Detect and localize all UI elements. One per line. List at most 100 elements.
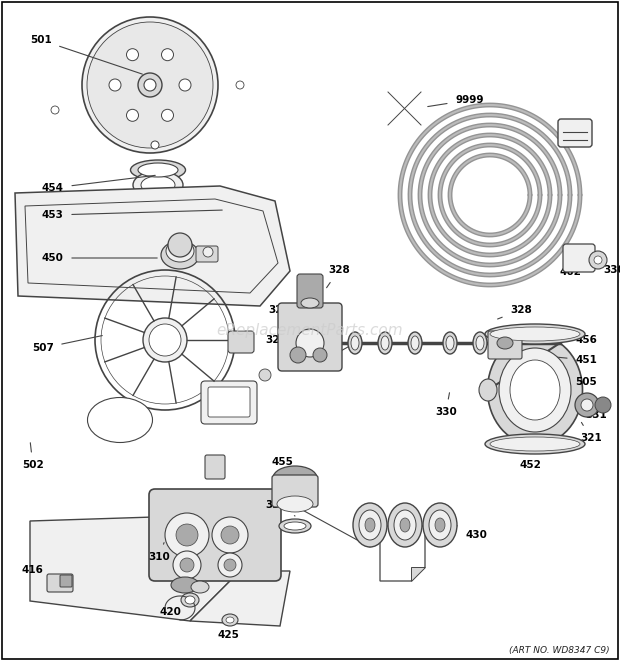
Ellipse shape: [388, 503, 422, 547]
Text: 321: 321: [501, 327, 542, 337]
Ellipse shape: [222, 614, 238, 626]
Polygon shape: [380, 526, 425, 581]
Text: 450: 450: [42, 253, 157, 263]
Ellipse shape: [490, 327, 580, 341]
Text: 321: 321: [580, 422, 602, 443]
Ellipse shape: [394, 510, 416, 540]
Text: 452: 452: [520, 447, 542, 470]
Text: 323: 323: [265, 335, 295, 345]
Ellipse shape: [138, 163, 178, 177]
Text: (ART NO. WD8347 C9): (ART NO. WD8347 C9): [510, 646, 610, 655]
Text: 462: 462: [560, 251, 582, 277]
Ellipse shape: [359, 510, 381, 540]
Circle shape: [173, 551, 201, 579]
Ellipse shape: [411, 336, 419, 350]
Circle shape: [296, 329, 324, 357]
Circle shape: [180, 558, 194, 572]
FancyBboxPatch shape: [47, 574, 73, 592]
Circle shape: [224, 559, 236, 571]
Ellipse shape: [348, 332, 362, 354]
Ellipse shape: [487, 335, 583, 445]
Circle shape: [168, 233, 192, 257]
Ellipse shape: [400, 518, 410, 532]
Text: 328: 328: [327, 265, 350, 288]
Ellipse shape: [381, 336, 389, 350]
FancyBboxPatch shape: [297, 274, 323, 308]
Text: eReplacementParts.com: eReplacementParts.com: [216, 323, 404, 338]
Text: 330: 330: [305, 344, 353, 370]
Polygon shape: [30, 516, 240, 621]
Ellipse shape: [181, 593, 199, 607]
Text: 505: 505: [542, 377, 596, 387]
FancyBboxPatch shape: [149, 489, 281, 581]
Ellipse shape: [378, 332, 392, 354]
Circle shape: [109, 79, 121, 91]
Circle shape: [218, 553, 242, 577]
FancyBboxPatch shape: [563, 244, 595, 272]
Circle shape: [589, 251, 607, 269]
Circle shape: [179, 79, 191, 91]
Text: 420: 420: [160, 600, 186, 617]
Ellipse shape: [185, 596, 195, 604]
Circle shape: [161, 109, 174, 122]
Circle shape: [149, 324, 181, 356]
Circle shape: [236, 81, 244, 89]
Circle shape: [51, 106, 59, 114]
Text: 330: 330: [435, 393, 457, 417]
FancyBboxPatch shape: [205, 455, 225, 479]
Ellipse shape: [429, 510, 451, 540]
Text: 453: 453: [42, 210, 222, 220]
Circle shape: [165, 513, 209, 557]
Ellipse shape: [479, 379, 497, 401]
Ellipse shape: [87, 397, 153, 442]
FancyBboxPatch shape: [196, 246, 218, 262]
Ellipse shape: [423, 503, 457, 547]
Ellipse shape: [133, 171, 183, 199]
Ellipse shape: [408, 332, 422, 354]
Ellipse shape: [351, 336, 359, 350]
Circle shape: [212, 517, 248, 553]
Circle shape: [151, 141, 159, 149]
Text: 502: 502: [22, 443, 44, 470]
Ellipse shape: [443, 332, 457, 354]
Circle shape: [126, 49, 138, 61]
Ellipse shape: [435, 518, 445, 532]
Text: 332: 332: [265, 500, 295, 516]
Ellipse shape: [476, 336, 484, 350]
Circle shape: [581, 399, 593, 411]
Text: 430: 430: [438, 516, 487, 540]
Circle shape: [126, 109, 138, 122]
Ellipse shape: [497, 337, 513, 349]
Ellipse shape: [277, 496, 313, 512]
Circle shape: [313, 348, 327, 362]
FancyBboxPatch shape: [201, 381, 257, 424]
Polygon shape: [411, 567, 425, 581]
Ellipse shape: [490, 437, 580, 451]
Text: 455: 455: [272, 457, 294, 476]
Circle shape: [259, 369, 271, 381]
Ellipse shape: [499, 348, 571, 432]
Ellipse shape: [365, 518, 375, 532]
Circle shape: [594, 256, 602, 264]
Ellipse shape: [279, 519, 311, 533]
Circle shape: [144, 79, 156, 91]
Circle shape: [228, 206, 236, 214]
Circle shape: [161, 49, 174, 61]
Ellipse shape: [141, 176, 175, 194]
Ellipse shape: [353, 503, 387, 547]
FancyBboxPatch shape: [208, 387, 250, 417]
Circle shape: [203, 247, 213, 257]
FancyBboxPatch shape: [558, 119, 592, 147]
Text: 416: 416: [22, 565, 52, 577]
Text: 456: 456: [538, 332, 597, 345]
Ellipse shape: [473, 332, 487, 354]
FancyBboxPatch shape: [278, 303, 342, 371]
FancyBboxPatch shape: [272, 475, 318, 507]
Circle shape: [87, 22, 213, 148]
Circle shape: [290, 347, 306, 363]
Ellipse shape: [130, 160, 185, 180]
Polygon shape: [15, 186, 290, 306]
Ellipse shape: [166, 240, 194, 262]
Text: 330: 330: [600, 256, 620, 275]
Ellipse shape: [510, 360, 560, 420]
